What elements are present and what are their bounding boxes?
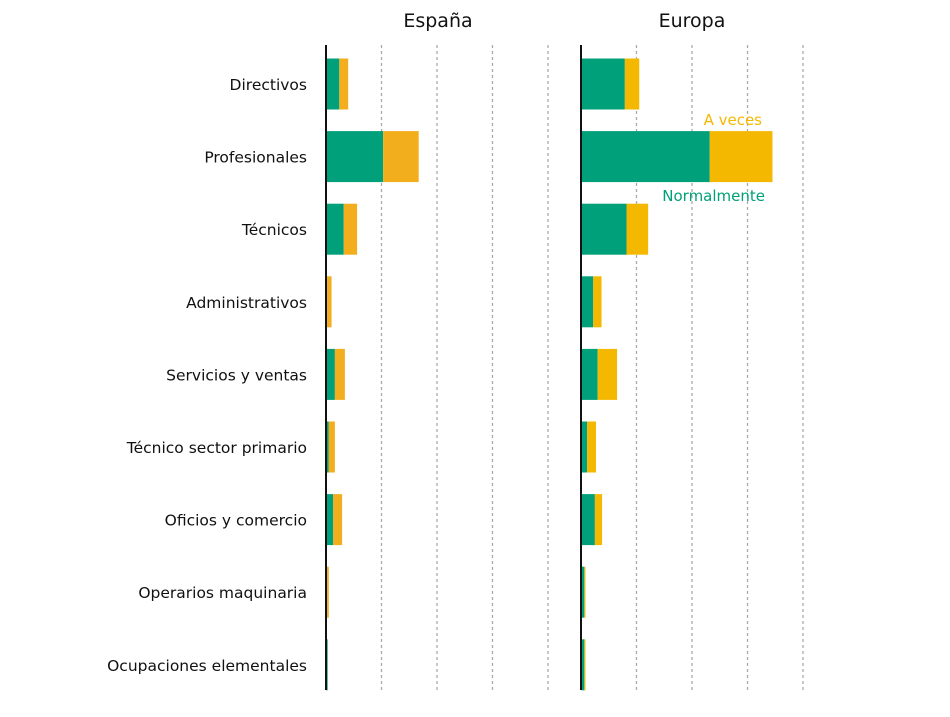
bar-normalmente: [326, 203, 344, 255]
category-label: Técnico sector primario: [126, 439, 307, 457]
bar-a-veces: [587, 421, 596, 473]
bar-a-veces: [594, 494, 603, 546]
bar-normalmente: [326, 348, 335, 400]
bar-normalmente: [581, 566, 585, 618]
bar-a-veces: [328, 421, 335, 473]
bar-a-veces: [593, 276, 602, 328]
bar-normalmente: [326, 131, 384, 183]
bar-normalmente: [581, 203, 627, 255]
category-label: Ocupaciones elementales: [107, 657, 307, 675]
bar-a-veces: [343, 203, 358, 255]
bar-normalmente: [326, 58, 340, 110]
category-label: Profesionales: [204, 149, 307, 167]
bar-a-veces: [624, 58, 640, 110]
category-label: Oficios y comercio: [165, 512, 307, 530]
panel-title-espana: España: [403, 10, 472, 32]
bar-a-veces: [597, 348, 618, 400]
bar-normalmente: [581, 494, 595, 546]
bar-normalmente: [581, 348, 598, 400]
panel-title-europa: Europa: [659, 10, 726, 32]
bar-a-veces: [334, 348, 345, 400]
bar-normalmente: [581, 58, 625, 110]
bar-a-veces: [327, 566, 329, 618]
bar-a-veces: [383, 131, 419, 183]
bar-normalmente: [581, 276, 594, 328]
category-label: Directivos: [230, 76, 307, 94]
bar-a-veces: [584, 566, 586, 618]
category-label: Servicios y ventas: [166, 366, 307, 384]
bar-normalmente: [581, 639, 585, 691]
bar-a-veces: [626, 203, 649, 255]
category-label: Técnicos: [241, 221, 307, 239]
bar-a-veces: [327, 276, 332, 328]
bar-normalmente: [326, 494, 334, 546]
bar-normalmente: [581, 421, 588, 473]
bar-normalmente: [581, 131, 710, 183]
bar-a-veces: [333, 494, 343, 546]
bar-a-veces: [584, 639, 586, 691]
bar-a-veces: [709, 131, 773, 183]
category-label: Administrativos: [186, 294, 307, 312]
category-label: Operarios maquinaria: [138, 584, 307, 602]
annotation-a-veces: A veces: [704, 111, 763, 129]
annotation-normalmente: Normalmente: [662, 187, 765, 205]
bar-a-veces: [339, 58, 349, 110]
bar-normalmente: [326, 421, 329, 473]
